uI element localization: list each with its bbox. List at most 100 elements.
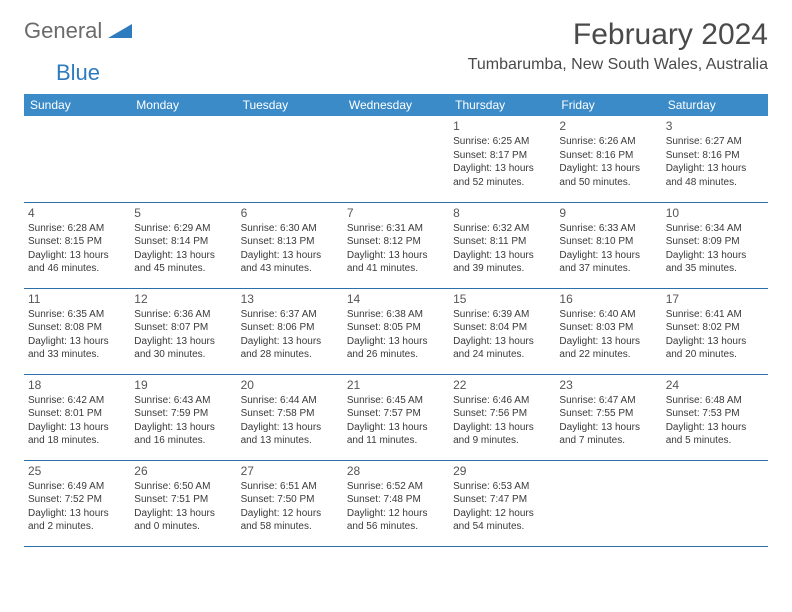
day-number: 26 <box>134 464 232 478</box>
day-number: 6 <box>241 206 339 220</box>
sunset-line: Sunset: 8:04 PM <box>453 321 551 335</box>
calendar-cell: 20Sunrise: 6:44 AMSunset: 7:58 PMDayligh… <box>237 374 343 460</box>
calendar-cell <box>130 116 236 202</box>
calendar-row: 18Sunrise: 6:42 AMSunset: 8:01 PMDayligh… <box>24 374 768 460</box>
day-number: 2 <box>559 119 657 133</box>
daylight-line: Daylight: 13 hours and 35 minutes. <box>666 249 764 276</box>
sunrise-line: Sunrise: 6:42 AM <box>28 394 126 408</box>
calendar-cell: 10 Sunrise: 6:34 AMSunset: 8:09 PMDayligh… <box>662 202 768 288</box>
calendar-row: 25 Sunrise: 6:49 AMSunset: 7:52 PM Dayligh… <box>24 460 768 546</box>
calendar-cell: 6Sunrise: 6:30 AMSunset: 8:13 PMDaylight… <box>237 202 343 288</box>
title-block: February 2024 Tumbarumba, New South Wale… <box>468 18 768 74</box>
weekday-header: Saturday <box>662 94 768 116</box>
weekday-header: Tuesday <box>237 94 343 116</box>
sunset-line: Sunset: 8:10 PM <box>559 235 657 249</box>
daylight-line: Daylight: 13 hours and 30 minutes. <box>134 335 232 362</box>
calendar-cell: 11Sunrise: 6:35 AMSunset: 8:08 PMDayligh… <box>24 288 130 374</box>
weekday-header: Sunday <box>24 94 130 116</box>
sunrise-line: Sunrise: 6:43 AM <box>134 394 232 408</box>
sunrise-line: Sunrise: 6:44 AM <box>241 394 339 408</box>
daylight-line: Daylight: 13 hours and 24 minutes. <box>453 335 551 362</box>
calendar-cell: 14Sunrise: 6:38 AMSunset: 8:05 PMDayligh… <box>343 288 449 374</box>
sunrise-line: Sunrise: 6:39 AM <box>453 308 551 322</box>
daylight-line: Daylight: 12 hours and 56 minutes. <box>347 507 445 534</box>
sunset-line: Sunset: 8:13 PM <box>241 235 339 249</box>
daylight-line: Daylight: 13 hours and 46 minutes. <box>28 249 126 276</box>
calendar-cell: 27Sunrise: 6:51 AMSunset: 7:50 PMDayligh… <box>237 460 343 546</box>
logo-text-blue: Blue <box>56 60 100 85</box>
calendar-cell: 16Sunrise: 6:40 AMSunset: 8:03 PMDayligh… <box>555 288 661 374</box>
day-number: 24 <box>666 378 764 392</box>
calendar-cell: 22Sunrise: 6:46 AMSunset: 7:56 PMDayligh… <box>449 374 555 460</box>
calendar-cell: 2Sunrise: 6:26 AMSunset: 8:16 PMDaylight… <box>555 116 661 202</box>
calendar-cell: 7Sunrise: 6:31 AMSunset: 8:12 PMDaylight… <box>343 202 449 288</box>
daylight-line: Daylight: 13 hours and 50 minutes. <box>559 162 657 189</box>
sunrise-line: Sunrise: 6:25 AM <box>453 135 551 149</box>
day-number: 10 <box>666 206 764 220</box>
weekday-header: Thursday <box>449 94 555 116</box>
calendar-table: SundayMondayTuesdayWednesdayThursdayFrid… <box>24 94 768 547</box>
calendar-cell <box>237 116 343 202</box>
sunrise-line: Sunrise: 6:28 AM <box>28 222 126 236</box>
calendar-cell: 25Sunrise: 6:49 AMSunset: 7:52 PMDayligh… <box>24 460 130 546</box>
calendar-row: 1Sunrise: 6:25 AMSunset: 8:17 PMDaylight… <box>24 116 768 202</box>
sunset-line: Sunset: 8:16 PM <box>666 149 764 163</box>
daylight-line: Daylight: 13 hours and 22 minutes. <box>559 335 657 362</box>
day-number: 12 <box>134 292 232 306</box>
calendar-cell: 29Sunrise: 6:53 AMSunset: 7:47 PMDayligh… <box>449 460 555 546</box>
sunset-line: Sunset: 7:51 PM <box>134 493 232 507</box>
sunset-line: Sunset: 7:55 PM <box>559 407 657 421</box>
sunset-line: Sunset: 7:48 PM <box>347 493 445 507</box>
weekday-row: SundayMondayTuesdayWednesdayThursdayFrid… <box>24 94 768 116</box>
sunset-line: Sunset: 8:16 PM <box>559 149 657 163</box>
sunrise-line: Sunrise: 6:47 AM <box>559 394 657 408</box>
sunrise-line: Sunrise: 6:49 AM <box>28 480 126 494</box>
daylight-line: Daylight: 12 hours and 58 minutes. <box>241 507 339 534</box>
sunrise-line: Sunrise: 6:27 AM <box>666 135 764 149</box>
day-number: 25 <box>28 464 126 478</box>
daylight-line: Daylight: 13 hours and 33 minutes. <box>28 335 126 362</box>
calendar-cell: 18Sunrise: 6:42 AMSunset: 8:01 PMDayligh… <box>24 374 130 460</box>
sunrise-line: Sunrise: 6:38 AM <box>347 308 445 322</box>
calendar-cell: 4Sunrise: 6:28 AMSunset: 8:15 PMDaylight… <box>24 202 130 288</box>
day-number: 20 <box>241 378 339 392</box>
day-number: 5 <box>134 206 232 220</box>
daylight-line: Daylight: 13 hours and 45 minutes. <box>134 249 232 276</box>
daylight-line: Daylight: 13 hours and 39 minutes. <box>453 249 551 276</box>
sunset-line: Sunset: 7:52 PM <box>28 493 126 507</box>
month-title: February 2024 <box>468 18 768 52</box>
daylight-line: Daylight: 13 hours and 18 minutes. <box>28 421 126 448</box>
sunrise-line: Sunrise: 6:32 AM <box>453 222 551 236</box>
sunrise-line: Sunrise: 6:34 AM <box>666 222 764 236</box>
calendar-cell <box>662 460 768 546</box>
sunset-line: Sunset: 8:06 PM <box>241 321 339 335</box>
sunset-line: Sunset: 8:02 PM <box>666 321 764 335</box>
sunrise-line: Sunrise: 6:48 AM <box>666 394 764 408</box>
day-number: 4 <box>28 206 126 220</box>
logo-text-general: General <box>24 18 102 44</box>
day-number: 8 <box>453 206 551 220</box>
calendar-cell: 26Sunrise: 6:50 AMSunset: 7:51 PMDayligh… <box>130 460 236 546</box>
sunset-line: Sunset: 7:50 PM <box>241 493 339 507</box>
calendar-cell <box>24 116 130 202</box>
weekday-header: Friday <box>555 94 661 116</box>
daylight-line: Daylight: 13 hours and 43 minutes. <box>241 249 339 276</box>
sunrise-line: Sunrise: 6:31 AM <box>347 222 445 236</box>
sunset-line: Sunset: 8:09 PM <box>666 235 764 249</box>
brand-logo: General <box>24 18 134 44</box>
calendar-cell: 1Sunrise: 6:25 AMSunset: 8:17 PMDaylight… <box>449 116 555 202</box>
daylight-line: Daylight: 13 hours and 13 minutes. <box>241 421 339 448</box>
sunset-line: Sunset: 8:14 PM <box>134 235 232 249</box>
daylight-line: Daylight: 13 hours and 48 minutes. <box>666 162 764 189</box>
calendar-cell: 17Sunrise: 6:41 AMSunset: 8:02 PMDayligh… <box>662 288 768 374</box>
calendar-cell: 13Sunrise: 6:37 AMSunset: 8:06 PMDayligh… <box>237 288 343 374</box>
day-number: 9 <box>559 206 657 220</box>
sunset-line: Sunset: 7:53 PM <box>666 407 764 421</box>
calendar-cell <box>343 116 449 202</box>
day-number: 11 <box>28 292 126 306</box>
daylight-line: Daylight: 13 hours and 11 minutes. <box>347 421 445 448</box>
day-number: 29 <box>453 464 551 478</box>
sunset-line: Sunset: 8:17 PM <box>453 149 551 163</box>
calendar-cell: 28Sunrise: 6:52 AMSunset: 7:48 PMDayligh… <box>343 460 449 546</box>
sunrise-line: Sunrise: 6:53 AM <box>453 480 551 494</box>
